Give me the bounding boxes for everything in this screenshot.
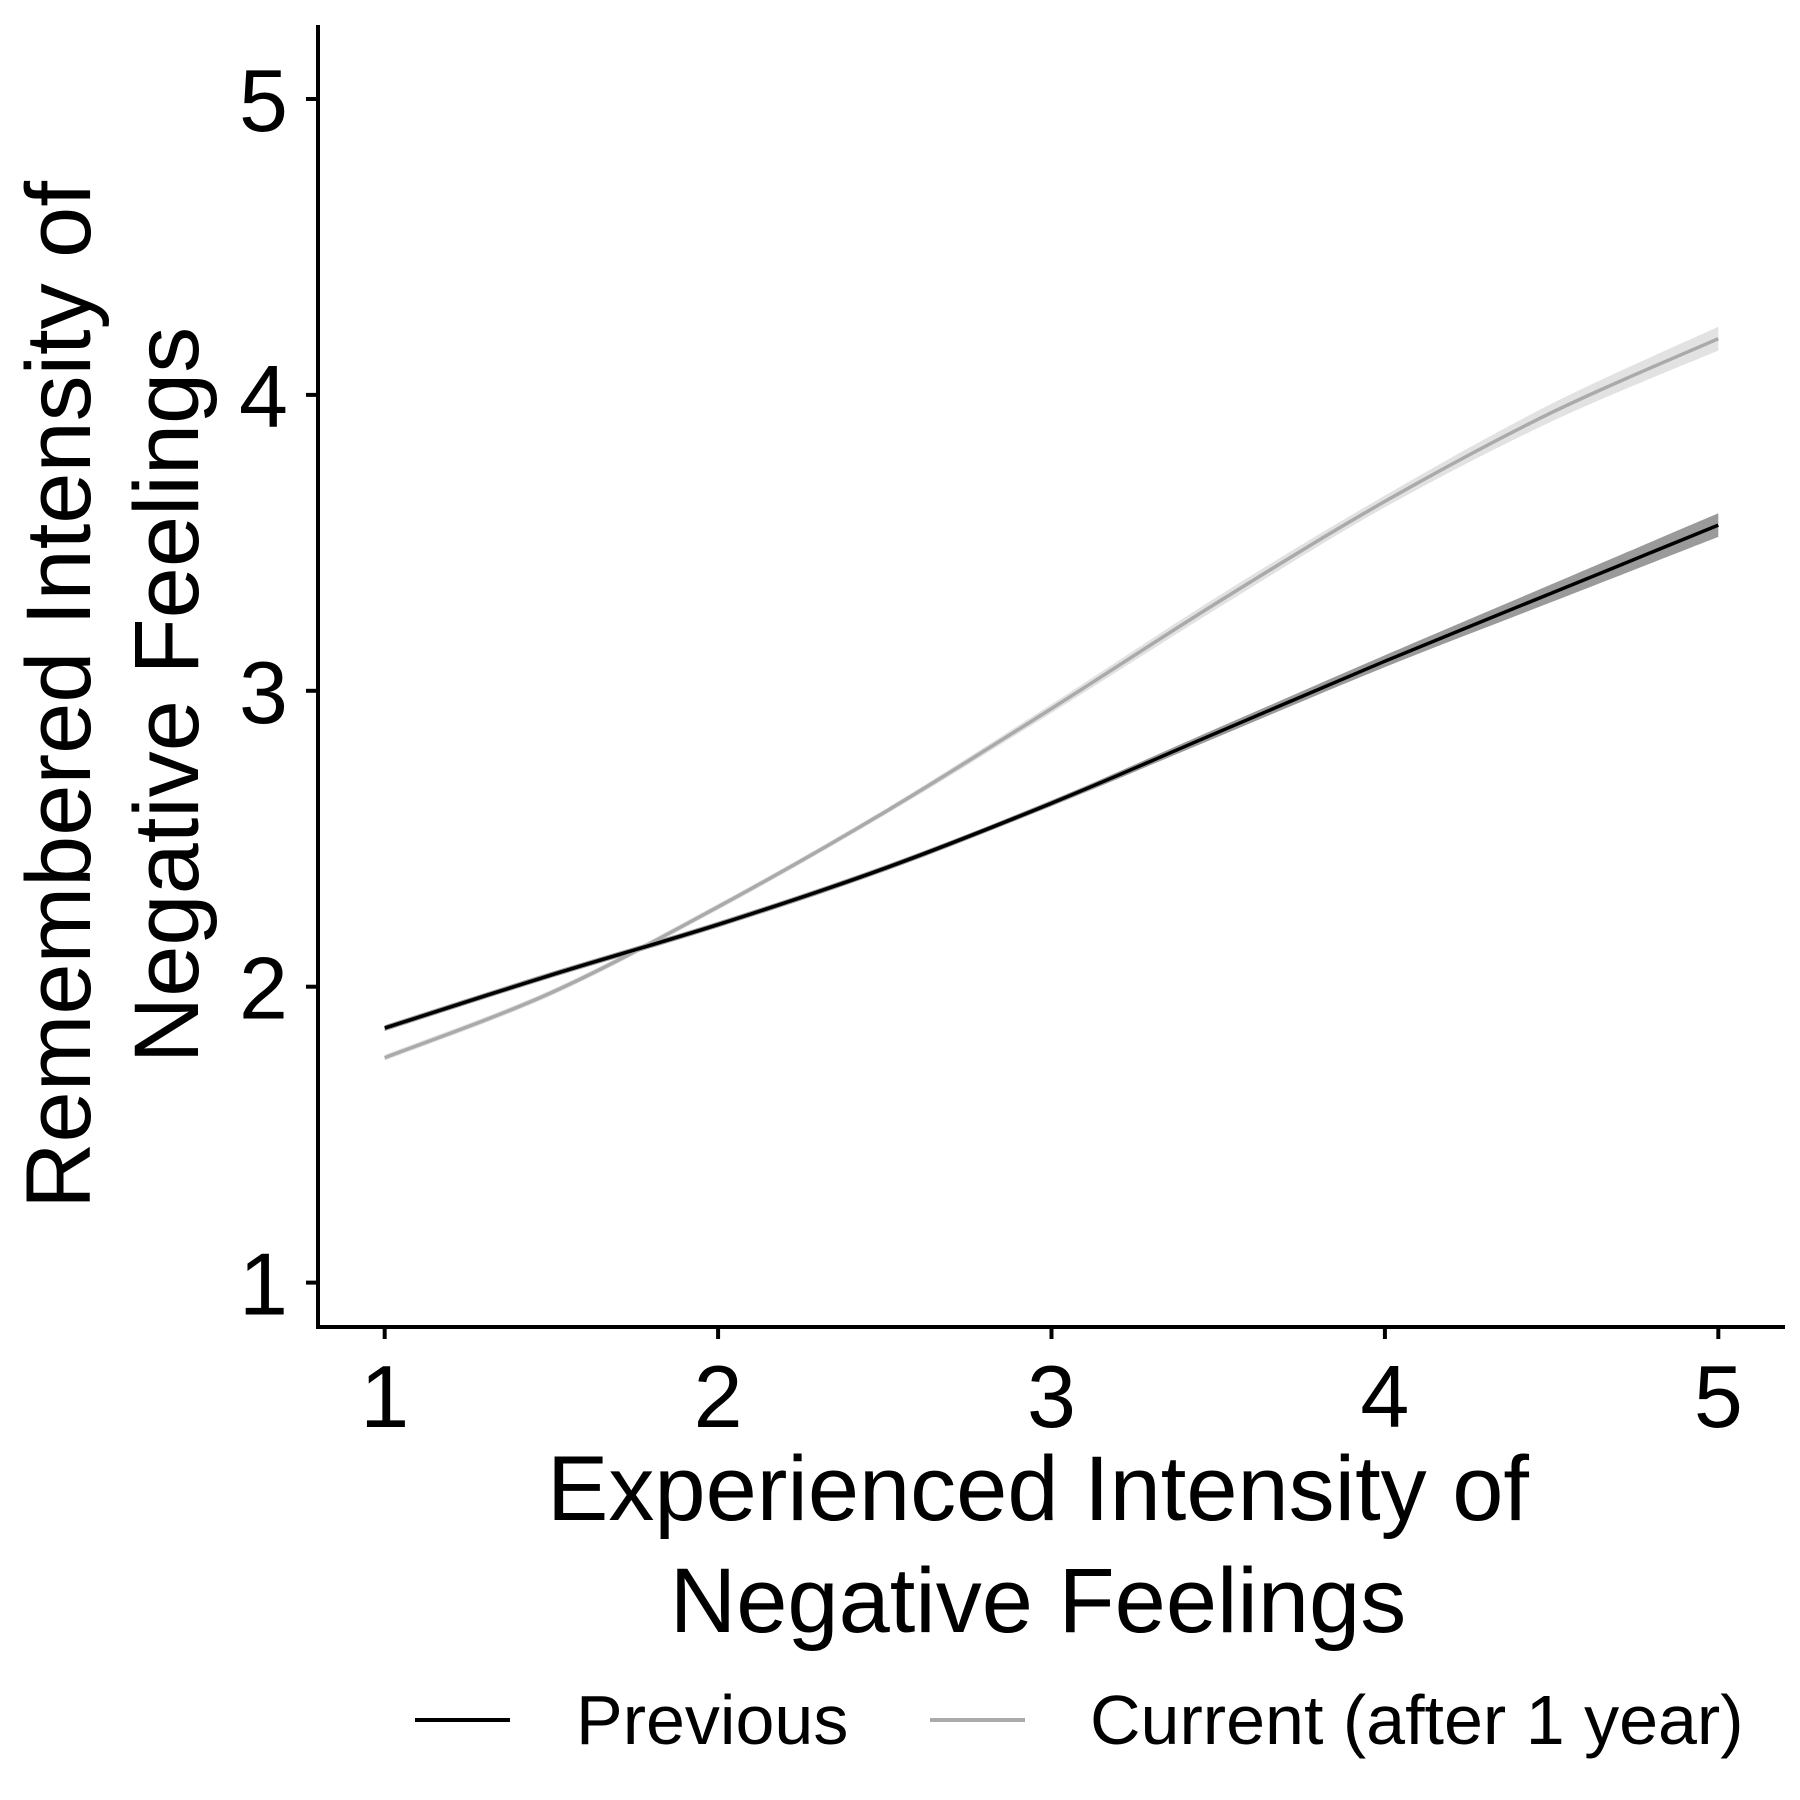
y-tick-label: 5 — [239, 51, 288, 150]
confidence-bands — [384, 326, 1719, 1061]
x-axis-title-line-1: Experienced Intensity of — [547, 1438, 1529, 1540]
legend-label-current: Current (after 1 year) — [1090, 1681, 1744, 1759]
y-tick-label: 1 — [239, 1235, 288, 1334]
axes — [316, 25, 1785, 1329]
legend: Previous Current (after 1 year) — [415, 1681, 1744, 1759]
ticks: 1 2 3 4 5 1 2 3 4 5 — [239, 51, 1743, 1446]
y-tick-label: 2 — [239, 939, 288, 1038]
x-tick-label: 5 — [1694, 1347, 1743, 1446]
x-tick-label: 3 — [1027, 1347, 1076, 1446]
series-line-previous — [384, 523, 1719, 1030]
x-tick-label: 1 — [360, 1347, 409, 1446]
y-axis-title-line-2: Negative Feelings — [116, 327, 218, 1063]
series-lines — [384, 337, 1720, 1060]
x-tick-label: 4 — [1360, 1347, 1409, 1446]
y-axis-title-line-1: Remembered Intensity of — [8, 181, 110, 1209]
x-tick-label: 2 — [694, 1347, 743, 1446]
series-line-current — [384, 337, 1720, 1060]
legend-label-previous: Previous — [576, 1681, 848, 1759]
y-tick-label: 4 — [239, 347, 288, 446]
confidence-band-previous — [384, 513, 1719, 1032]
confidence-band-current — [384, 326, 1719, 1061]
x-axis-title-line-2: Negative Feelings — [670, 1550, 1406, 1652]
y-tick-label: 3 — [239, 643, 288, 742]
